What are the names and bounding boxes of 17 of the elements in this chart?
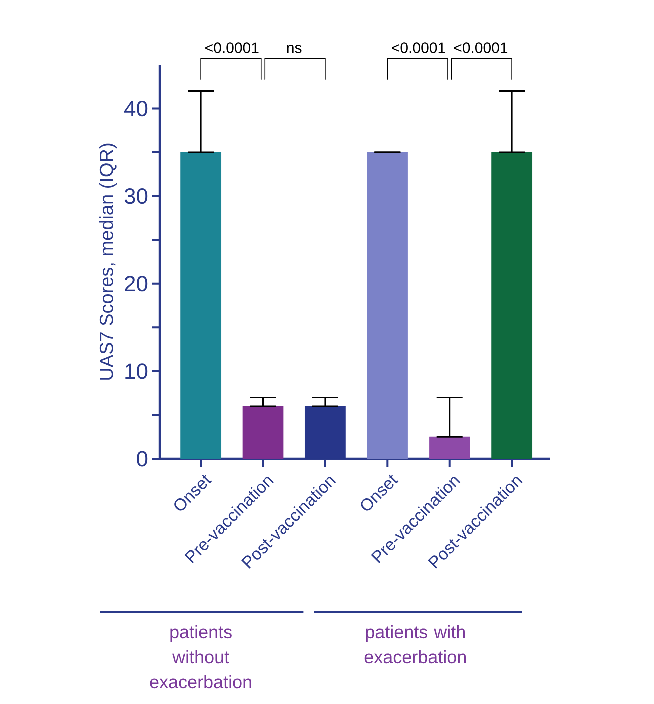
y-tick-label: 0 — [137, 451, 148, 467]
y-tick-label: 40 — [124, 100, 148, 117]
y-tick-label: 20 — [125, 276, 148, 292]
y-axis-title: UAS7 Scores, median (IQR) — [99, 144, 118, 380]
text: patients with exacerbation — [364, 625, 466, 664]
bar — [492, 152, 532, 460]
text: <0.0001 — [392, 42, 446, 54]
bar — [367, 152, 408, 460]
bar — [180, 152, 222, 460]
y-tick-label: 10 — [126, 364, 148, 380]
bar — [242, 406, 284, 460]
text: <0.0001 — [206, 42, 259, 54]
text: ns — [287, 45, 302, 54]
y-tick-label: 30 — [124, 188, 148, 204]
bar — [429, 436, 470, 460]
text: <0.0001 — [454, 42, 508, 54]
text: patients without exacerbation — [150, 625, 252, 689]
